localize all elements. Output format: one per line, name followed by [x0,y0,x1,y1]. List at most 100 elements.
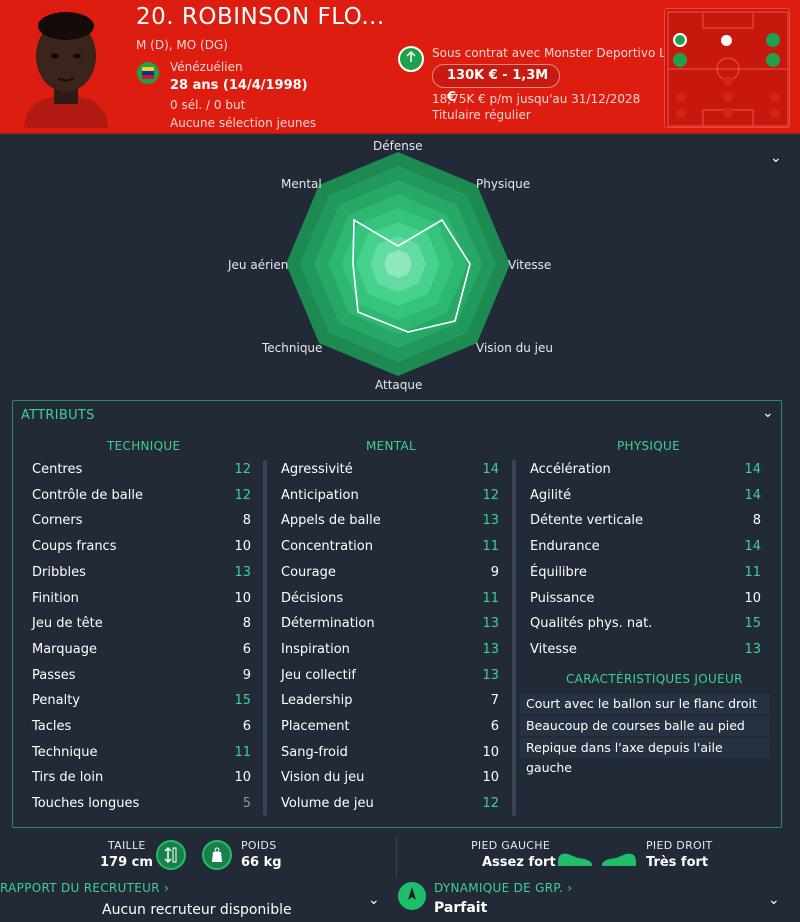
radar-label-mental: Mental [281,177,322,191]
column-divider [263,460,267,816]
radar-label-defense: Défense [373,139,423,153]
player-name: 20. ROBINSON FLO... [136,4,385,30]
attribute-value: 11 [744,564,761,580]
attribute-value: 13 [482,667,499,683]
attribute-name: Coups francs [32,539,117,555]
attribute-row[interactable]: Passes 9 [32,668,251,690]
attribute-row[interactable]: Décisions 11 [281,591,499,613]
attribute-name: Décisions [281,590,344,606]
attribute-name: Jeu collectif [281,667,356,683]
attribute-row[interactable]: Courage 9 [281,565,499,587]
scout-report-link[interactable]: RAPPORT DU RECRUTEUR › [0,881,170,895]
attribute-name: Puissance [530,590,595,606]
attribute-row[interactable]: Sang-froid 10 [281,745,499,767]
attribute-name: Contrôle de balle [32,487,143,503]
attribute-row[interactable]: Équilibre 11 [530,565,761,587]
radar-label-attaque: Attaque [375,378,423,392]
attribute-name: Sang-froid [281,744,348,760]
attribute-row[interactable]: Agressivité 14 [281,462,499,484]
attribute-row[interactable]: Détermination 13 [281,616,499,638]
attribute-row[interactable]: Penalty 15 [32,693,251,715]
attribute-row[interactable]: Marquage 6 [32,642,251,664]
attribute-row[interactable]: Coups francs 10 [32,539,251,561]
height-icon [156,840,186,870]
attribute-name: Touches longues [32,796,140,812]
attribute-row[interactable]: Jeu collectif 13 [281,668,499,690]
attribute-row[interactable]: Détente verticale 8 [530,513,761,535]
attribute-value: 10 [234,539,251,555]
attribute-row[interactable]: Centres 12 [32,462,251,484]
attribute-radar [286,152,510,376]
attribute-value: 13 [482,616,499,632]
right-foot-label: PIED DROIT [646,839,713,852]
chevron-down-icon[interactable]: ⌄ [768,892,780,908]
weight-icon [202,840,232,870]
attribute-row[interactable]: Touches longues 5 [32,796,251,818]
physique-title: PHYSIQUE [617,439,680,453]
attribute-value: 10 [234,770,251,786]
attribute-row[interactable]: Concentration 11 [281,539,499,561]
attribute-row[interactable]: Corners 8 [32,513,251,535]
attribute-row[interactable]: Dribbles 13 [32,565,251,587]
trait-item[interactable]: Court avec le ballon sur le flanc droit [520,694,770,714]
trait-item[interactable]: Repique dans l'axe depuis l'aile gauche [520,738,770,775]
attribute-row[interactable]: Qualités phys. nat. 15 [530,616,761,638]
attribute-row[interactable]: Finition 10 [32,591,251,613]
attribute-row[interactable]: Puissance 10 [530,591,761,613]
chevron-down-icon[interactable]: ⌄ [762,405,774,421]
attribute-value: 13 [234,564,251,580]
attribute-row[interactable]: Vision du jeu 10 [281,770,499,792]
chevron-down-icon[interactable]: ⌄ [368,892,380,908]
attribute-value: 14 [482,462,499,477]
attribute-row[interactable]: Anticipation 12 [281,488,499,510]
attribute-row[interactable]: Tacles 6 [32,719,251,741]
attribute-name: Technique [32,744,98,760]
attribute-name: Détermination [281,616,375,632]
attribute-row[interactable]: Accélération 14 [530,462,761,484]
club-badge-icon[interactable] [398,46,424,72]
attribute-name: Corners [32,513,83,529]
attribute-name: Concentration [281,539,373,555]
attribute-name: Appels de balle [281,513,381,529]
left-foot-label: PIED GAUCHE [471,839,551,852]
attribute-row[interactable]: Appels de balle 13 [281,513,499,535]
attribute-row[interactable]: Tirs de loin 10 [32,770,251,792]
radar-label-vitesse: Vitesse [508,258,552,272]
attribute-value: 13 [744,641,761,657]
chevron-down-icon[interactable]: ⌄ [770,150,782,166]
attribute-row[interactable]: Endurance 14 [530,539,761,561]
attribute-row[interactable]: Leadership 7 [281,693,499,715]
player-avatar[interactable] [14,4,118,128]
attribute-value: 6 [242,719,251,734]
weight-label: POIDS [241,839,277,852]
attribute-row[interactable]: Inspiration 13 [281,642,499,664]
attribute-value: 10 [482,770,499,786]
attribute-row[interactable]: Jeu de tête 8 [32,616,251,638]
trait-item[interactable]: Beaucoup de courses balle au pied [520,716,770,736]
attribute-name: Volume de jeu [281,796,374,812]
attribute-row[interactable]: Contrôle de balle 12 [32,488,251,510]
attribute-name: Inspiration [281,641,350,657]
transfer-value-badge[interactable]: 130K € - 1,3M € [432,64,560,105]
attribute-name: Passes [32,667,76,683]
attribute-value: 13 [482,513,499,529]
position-amr [766,53,780,67]
attribute-row[interactable]: Vitesse 13 [530,642,761,664]
attribute-name: Détente verticale [530,513,644,529]
contract-status[interactable]: Sous contrat avec Monster Deportivo L... [432,46,678,60]
attribute-name: Agressivité [281,462,353,477]
radar-label-vision: Vision du jeu [476,341,553,355]
attribute-row[interactable]: Agilité 14 [530,488,761,510]
squad-role: Titulaire régulier [432,108,531,122]
attribute-row[interactable]: Technique 11 [32,745,251,767]
attribute-value: 9 [490,564,499,580]
attribute-value: 8 [242,616,251,632]
attribute-value: 11 [234,744,251,760]
team-dynamics-link[interactable]: DYNAMIQUE DE GRP. › [434,881,573,895]
position-mr [766,33,780,47]
attribute-row[interactable]: Placement 6 [281,719,499,741]
attribute-value: 9 [242,667,251,683]
attribute-name: Endurance [530,539,600,555]
attribute-row[interactable]: Volume de jeu 12 [281,796,499,818]
position-aml [673,53,687,67]
